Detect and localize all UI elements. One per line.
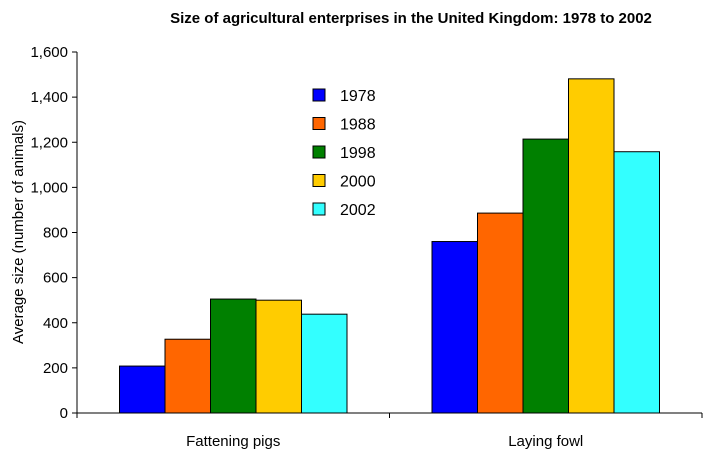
bar-1978-laying-fowl	[431, 241, 478, 414]
legend-label: 1978	[340, 88, 376, 105]
legend-label: 1988	[340, 117, 376, 134]
legend: 1978 1988 1998 2000 2002	[312, 88, 376, 219]
legend-label: 1998	[340, 145, 376, 162]
legend-swatch-2000	[312, 174, 326, 187]
legend-swatch-1998	[312, 145, 326, 159]
y-tick-label: 400	[43, 315, 68, 332]
bar-1988-fattening-pigs	[164, 338, 211, 414]
x-tick-label: Fattening pigs	[186, 433, 280, 450]
y-tick-label: 1,000	[30, 179, 68, 196]
y-tick-label: 1,600	[30, 44, 68, 61]
y-axis-label: Average size (number of animals)	[10, 120, 27, 344]
legend-label: 2002	[340, 202, 376, 219]
bar-2000-laying-fowl	[568, 78, 615, 414]
y-tick-label: 200	[43, 360, 68, 377]
y-tick-label: 800	[43, 225, 68, 242]
plot-area: 0 200 400 600 800 1,000 1,200 1,400 1,600 Fatteni…	[30, 44, 703, 450]
bar-1988-laying-fowl	[477, 212, 524, 414]
bar-2000-fattening-pigs	[255, 299, 302, 414]
x-tick-label: Laying fowl	[508, 433, 583, 450]
legend-label: 2000	[340, 174, 376, 191]
legend-swatch-1988	[312, 117, 326, 130]
bar-2002-laying-fowl	[613, 151, 660, 414]
y-tick-label: 1,400	[30, 89, 68, 106]
y-tick-label: 0	[60, 405, 68, 422]
bar-1978-fattening-pigs	[119, 365, 166, 414]
y-tick-label: 1,200	[30, 134, 68, 151]
legend-swatch-1978	[312, 88, 326, 102]
y-tick-label: 600	[43, 270, 68, 287]
bar-1998-fattening-pigs	[210, 298, 257, 414]
chart-title: Size of agricultural enterprises in the …	[170, 10, 652, 27]
bar-1998-laying-fowl	[522, 138, 569, 414]
bar-2002-fattening-pigs	[301, 313, 348, 414]
legend-swatch-2002	[312, 202, 326, 216]
